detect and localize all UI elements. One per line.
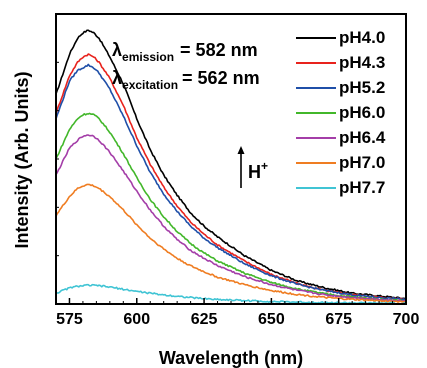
x-axis-title: Wavelength (nm): [159, 348, 303, 368]
x-axis: 575 600 625 650 675 700: [55, 61, 420, 328]
acid-arrow: [237, 146, 245, 188]
acid-label: H: [248, 162, 261, 182]
legend-label-pH4.3: pH4.3: [339, 53, 385, 72]
legend: pH4.0 pH4.3 pH5.2 pH6.0 pH6.4 pH7.0 pH7.7: [296, 28, 386, 197]
acid-superscript: +: [261, 159, 268, 173]
series-line-pH7.0: [55, 183, 407, 304]
excitation-subscript: excitation: [122, 78, 178, 92]
plot-lines: [55, 29, 407, 305]
legend-label-pH7.7: pH7.7: [339, 178, 385, 197]
x-tick-label-625: 625: [191, 311, 218, 328]
legend-label-pH4.0: pH4.0: [339, 28, 385, 47]
annotation-emission: λemission = 582 nm: [112, 40, 258, 64]
x-tick-label-650: 650: [258, 311, 285, 328]
series-line-pH4.0: [55, 29, 407, 300]
annotation-acid: H+: [248, 159, 268, 182]
emission-subscript: emission: [122, 50, 174, 64]
excitation-value: = 562 nm: [182, 68, 260, 88]
x-tick-label-700: 700: [393, 311, 420, 328]
y-axis-title: Intensity (Arb. Units): [12, 71, 32, 248]
emission-value: = 582 nm: [180, 40, 258, 60]
legend-label-pH6.0: pH6.0: [339, 103, 385, 122]
x-tick-label-575: 575: [56, 311, 83, 328]
x-tick-label-600: 600: [123, 311, 150, 328]
legend-label-pH7.0: pH7.0: [339, 153, 385, 172]
excitation-symbol: λ: [112, 68, 122, 88]
x-tick-label-675: 675: [325, 311, 352, 328]
emission-symbol: λ: [112, 40, 122, 60]
series-line-pH5.2: [55, 63, 407, 301]
legend-label-pH5.2: pH5.2: [339, 78, 385, 97]
annotation-excitation: λexcitation = 562 nm: [112, 68, 260, 92]
series-line-pH6.4: [55, 134, 407, 303]
legend-label-pH6.4: pH6.4: [339, 128, 386, 147]
